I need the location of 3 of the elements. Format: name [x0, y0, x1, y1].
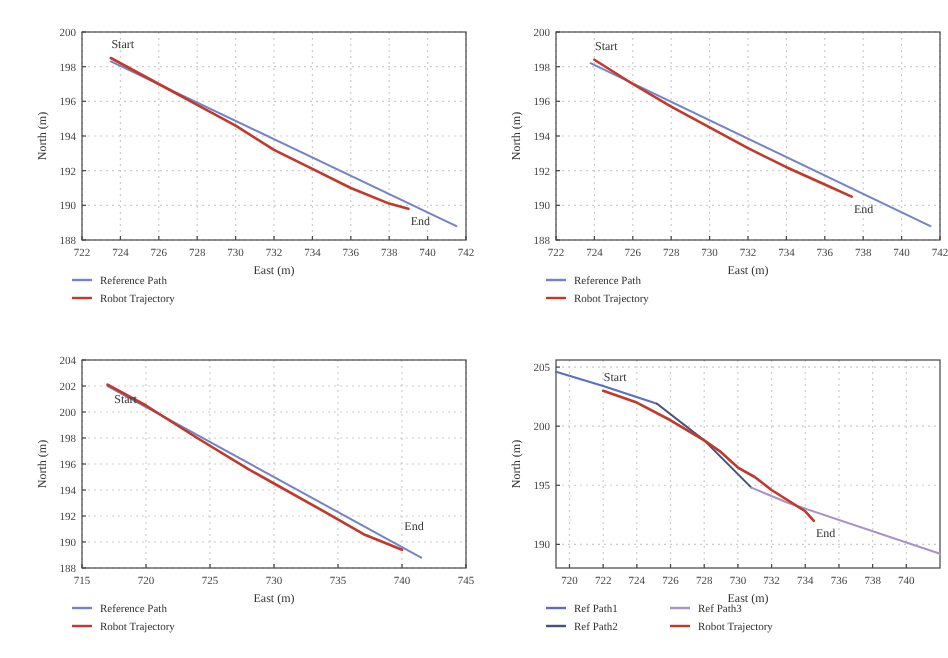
line-series	[601, 389, 815, 523]
line-series	[109, 56, 410, 211]
line-series	[593, 58, 853, 198]
